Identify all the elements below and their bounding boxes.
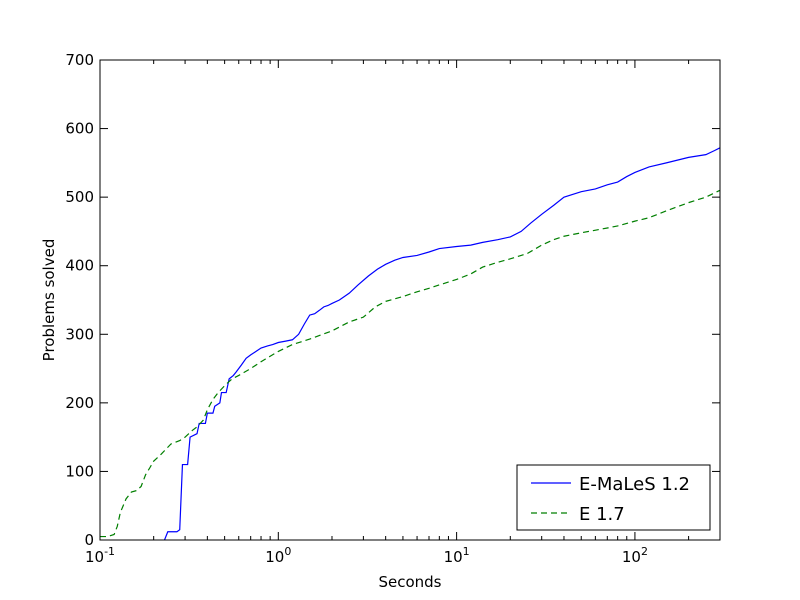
x-tick-label-exponent: 0	[284, 545, 291, 558]
plot-area	[100, 60, 720, 540]
y-tick-label: 500	[65, 188, 94, 206]
series-line-e-males	[163, 147, 720, 540]
y-tick-label: 200	[65, 394, 94, 412]
x-tick-label-exponent: 1	[463, 545, 470, 558]
x-tick-label-base: 10	[622, 548, 641, 566]
series-layer	[100, 147, 720, 540]
y-axis-title: Problems solved	[40, 239, 58, 362]
legend-box	[516, 464, 711, 531]
x-tick-label-exponent: 2	[641, 545, 648, 558]
y-tick-label: 0	[84, 531, 94, 549]
x-tick-label: 102	[622, 545, 648, 566]
x-tick-label: 101	[444, 545, 470, 566]
legend: E-MaLeS 1.2 E 1.7	[516, 464, 711, 531]
x-tick-label-exponent: -1	[104, 545, 115, 558]
y-tick-label: 600	[65, 120, 94, 138]
x-tick-label: 10-1	[85, 545, 115, 566]
x-tick-label: 100	[265, 545, 291, 566]
y-tick-label: 700	[65, 51, 94, 69]
legend-label-e17: E 1.7	[579, 504, 625, 525]
x-tick-label-base: 10	[265, 548, 284, 566]
y-tick-label: 400	[65, 257, 94, 275]
plot-frame	[99, 59, 721, 541]
x-tick-label-base: 10	[85, 548, 104, 566]
legend-label-e-males: E-MaLeS 1.2	[579, 474, 690, 495]
x-tick-label-base: 10	[444, 548, 463, 566]
x-axis-title: Seconds	[378, 573, 441, 591]
y-tick-label: 100	[65, 462, 94, 480]
y-tick-label: 300	[65, 325, 94, 343]
ticks-layer	[99, 59, 720, 541]
series-line-e17	[100, 189, 720, 538]
